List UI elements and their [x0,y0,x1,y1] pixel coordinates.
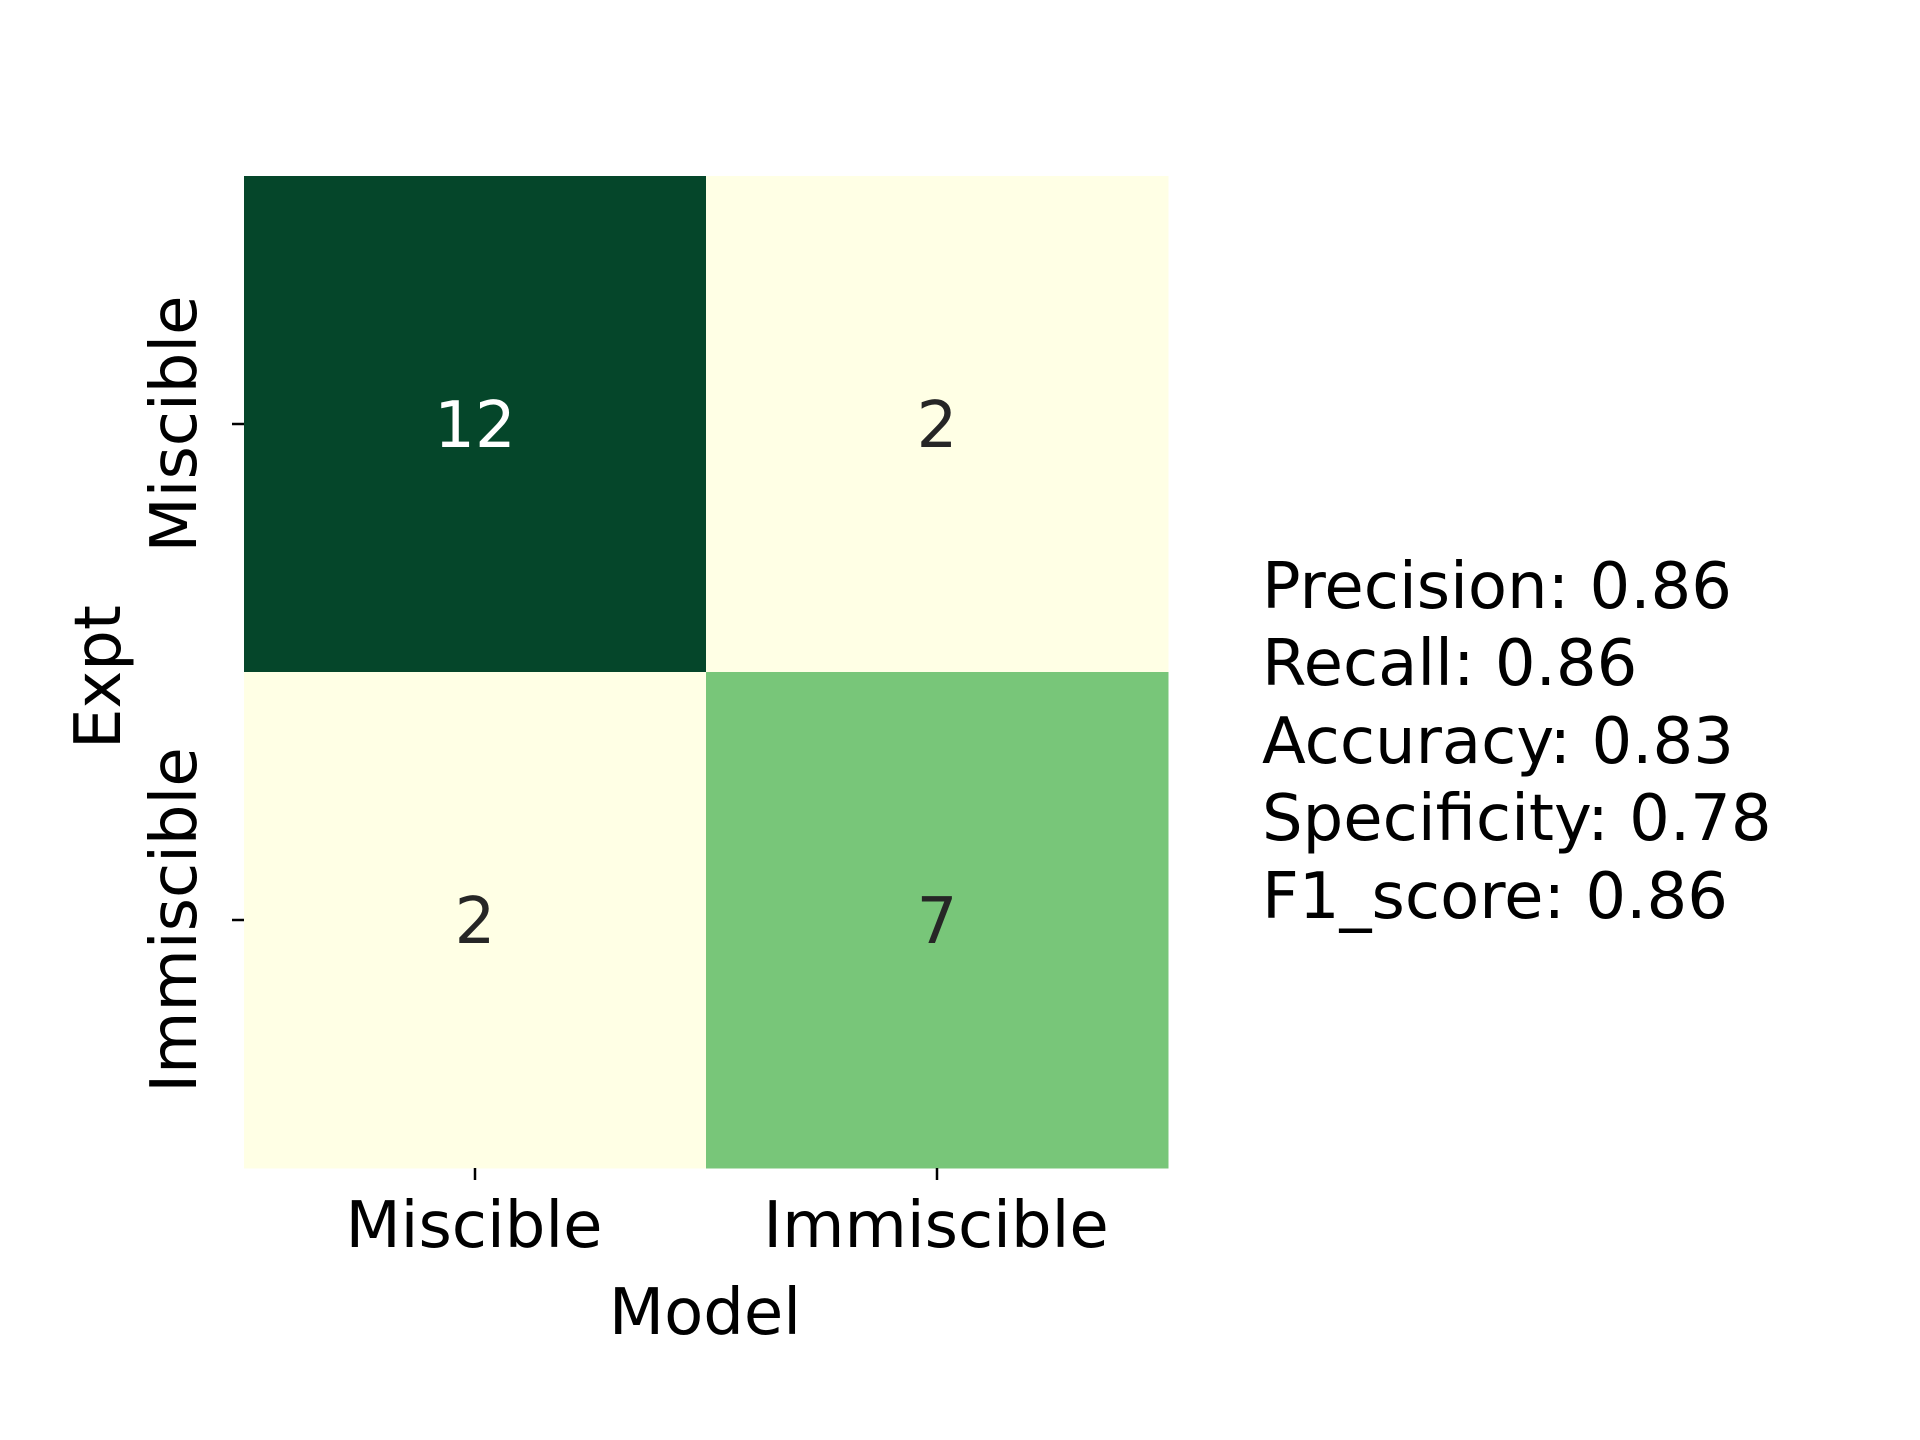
y-tick-label: Miscible [138,295,212,552]
cell-value-label: 12 [434,389,515,463]
x-tick-label: Immiscible [763,1189,1108,1263]
axis-ticks [232,422,939,1180]
heatmap-cell [706,176,1169,673]
cell-value-label: 2 [455,885,496,959]
heatmap-cells [244,176,1169,1169]
metric-f1-score: F1_score: 0.86 [1262,860,1728,934]
x-axis-label: Model [609,1276,801,1350]
cell-value-label: 7 [917,885,958,959]
y-axis-label: Expt [62,605,136,749]
metric-accuracy: Accuracy: 0.83 [1262,705,1734,779]
metric-specificity: Specificity: 0.78 [1262,782,1772,856]
cell-value-label: 2 [917,389,958,463]
x-tick-label: Miscible [345,1189,602,1263]
metric-recall: Recall: 0.86 [1262,627,1637,701]
heatmap-cell [244,176,707,673]
heatmap-cell [244,672,707,1169]
metric-precision: Precision: 0.86 [1262,550,1732,624]
heatmap-cell [706,672,1169,1169]
heatmap-cell-labels: 12 2 2 7 [434,389,957,959]
y-tick-label: Immiscible [138,747,212,1092]
metrics-panel: Precision: 0.86 Recall: 0.86 Accuracy: 0… [1262,550,1772,934]
